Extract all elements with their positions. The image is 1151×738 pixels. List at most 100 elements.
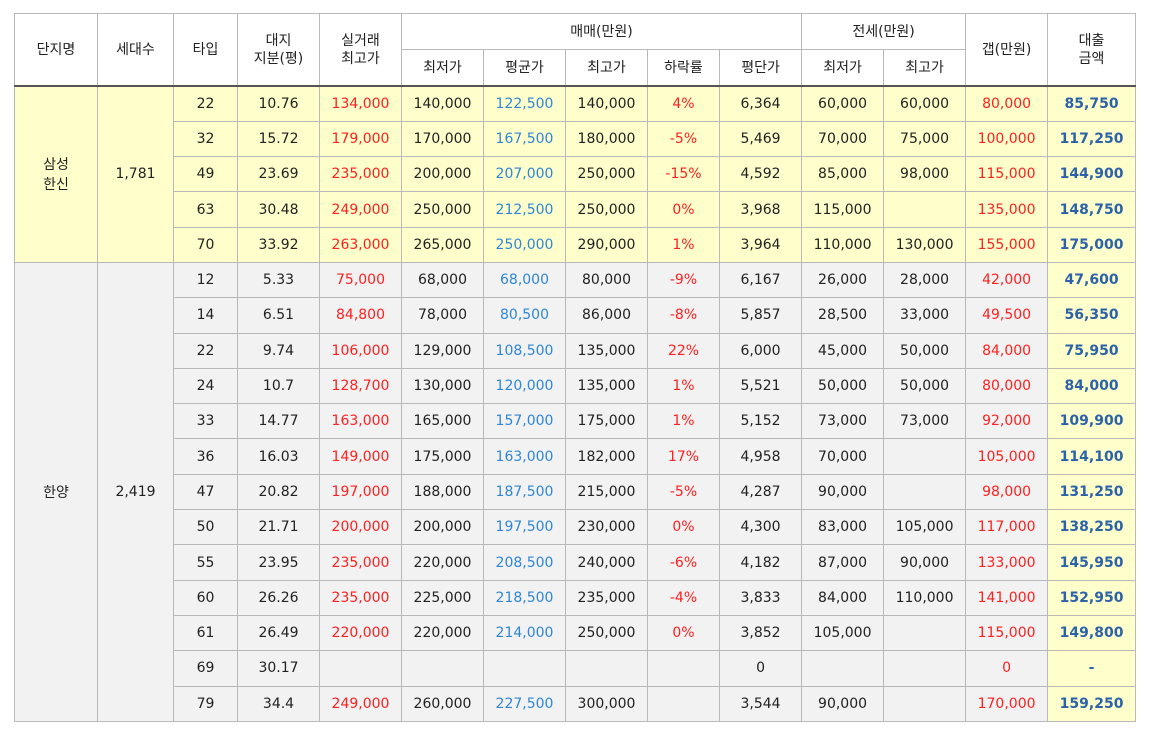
gap-cell: 115,000 <box>965 156 1049 193</box>
sale-avg-cell <box>483 650 566 687</box>
loan-cell: 109,900 <box>1047 403 1137 440</box>
land-share-cell: 15.72 <box>237 120 320 158</box>
apartment-price-table: 단지명 세대수 타입 대지 지분(평) 실거래 최고가 매매(만원) 전세(만원) … <box>14 13 1137 722</box>
type-cell: 70 <box>173 226 238 263</box>
sale-min-cell: 129,000 <box>401 332 484 369</box>
header-jeonse-max: 최고가 <box>883 49 967 87</box>
loan-cell: 152,950 <box>1047 579 1137 616</box>
actual-max-cell: 249,000 <box>319 191 402 228</box>
table-row: 69 30.17 0 0- <box>15 650 1137 687</box>
gap-cell: 133,000 <box>965 544 1049 581</box>
loan-cell: 144,900 <box>1047 156 1137 193</box>
jeonse-max-cell: 60,000 <box>883 85 967 122</box>
sale-max-cell: 290,000 <box>565 226 648 263</box>
households-cell: 1,781 <box>97 85 174 263</box>
jeonse-min-cell: 50,000 <box>801 367 885 405</box>
land-share-cell: 10.7 <box>237 367 320 405</box>
sale-avg-cell: 208,500 <box>483 544 566 581</box>
per-pyeong-cell: 6,364 <box>718 85 803 122</box>
type-cell: 12 <box>173 261 238 299</box>
actual-max-cell: 220,000 <box>319 614 402 652</box>
actual-max-cell <box>319 650 402 687</box>
actual-max-cell: 249,000 <box>319 685 402 722</box>
loan-cell: 47,600 <box>1047 261 1137 299</box>
complex-name-cell: 삼성 한신 <box>14 85 98 263</box>
actual-max-cell: 128,700 <box>319 367 402 405</box>
gap-cell: 92,000 <box>965 403 1049 440</box>
land-share-cell: 5.33 <box>237 261 320 299</box>
jeonse-max-cell: 33,000 <box>883 297 967 334</box>
per-pyeong-cell: 4,182 <box>718 544 803 581</box>
gap-cell: 141,000 <box>965 579 1049 616</box>
header-gap: 갭(만원) <box>965 13 1049 87</box>
drop-rate-cell <box>647 685 720 722</box>
actual-max-cell: 163,000 <box>319 403 402 440</box>
land-share-cell: 26.49 <box>237 614 320 652</box>
jeonse-min-cell: 26,000 <box>801 261 885 299</box>
jeonse-max-cell: 75,000 <box>883 120 967 158</box>
sale-min-cell: 200,000 <box>401 156 484 193</box>
table-row: 24 10.7 128,700 130,000 120,000 135,000 1% 5,52… <box>15 367 1137 405</box>
sale-max-cell: 175,000 <box>565 403 648 440</box>
header-households: 세대수 <box>97 13 174 87</box>
sale-avg-cell: 218,500 <box>483 579 566 616</box>
header-sale-min: 최저가 <box>401 49 484 87</box>
sale-min-cell: 78,000 <box>401 297 484 334</box>
loan-cell: 117,250 <box>1047 120 1137 158</box>
header-jeonse-group: 전세(만원) <box>801 13 967 50</box>
per-pyeong-cell: 3,968 <box>718 191 803 228</box>
gap-cell: 80,000 <box>965 367 1049 405</box>
land-share-cell: 10.76 <box>237 85 320 122</box>
sale-min-cell: 68,000 <box>401 261 484 299</box>
land-share-cell: 23.95 <box>237 544 320 581</box>
jeonse-min-cell: 105,000 <box>801 614 885 652</box>
sale-min-cell: 175,000 <box>401 438 484 475</box>
actual-max-cell: 235,000 <box>319 156 402 193</box>
per-pyeong-cell: 5,152 <box>718 403 803 440</box>
complex-name-l1: 삼성 <box>43 157 69 174</box>
gap-cell: 42,000 <box>965 261 1049 299</box>
loan-cell: 149,800 <box>1047 614 1137 652</box>
header-land-share-l2: 지분(평) <box>253 50 304 67</box>
type-cell: 60 <box>173 579 238 616</box>
land-share-cell: 16.03 <box>237 438 320 475</box>
sale-min-cell: 250,000 <box>401 191 484 228</box>
header-sale-avg: 평균가 <box>483 49 566 87</box>
header-type: 타입 <box>173 13 238 87</box>
land-share-cell: 6.51 <box>237 297 320 334</box>
actual-max-cell: 179,000 <box>319 120 402 158</box>
table-row: 36 16.03 149,000 175,000 163,000 182,000 17% 4,… <box>15 438 1137 475</box>
loan-cell: 85,750 <box>1047 85 1137 122</box>
drop-rate-cell: 22% <box>647 332 720 369</box>
table-row: 33 14.77 163,000 165,000 157,000 175,000 1% 5,1… <box>15 403 1137 440</box>
drop-rate-cell: 4% <box>647 85 720 122</box>
table-row: 60 26.26 235,000 225,000 218,500 235,000 -4% 3,… <box>15 579 1137 616</box>
gap-cell: 49,500 <box>965 297 1049 334</box>
sale-max-cell: 250,000 <box>565 156 648 193</box>
actual-max-cell: 235,000 <box>319 579 402 616</box>
drop-rate-cell: 17% <box>647 438 720 475</box>
loan-cell: 148,750 <box>1047 191 1137 228</box>
loan-cell: 75,950 <box>1047 332 1137 369</box>
header-actual-max: 실거래 최고가 <box>319 13 402 87</box>
type-cell: 32 <box>173 120 238 158</box>
gap-cell: 170,000 <box>965 685 1049 722</box>
sale-max-cell: 86,000 <box>565 297 648 334</box>
jeonse-max-cell: 110,000 <box>883 579 967 616</box>
table-row: 55 23.95 235,000 220,000 208,500 240,000 -6% 4,… <box>15 544 1137 581</box>
actual-max-cell: 106,000 <box>319 332 402 369</box>
per-pyeong-cell: 3,852 <box>718 614 803 652</box>
land-share-cell: 14.77 <box>237 403 320 440</box>
table-row: 50 21.71 200,000 200,000 197,500 230,000 0% 4,3… <box>15 509 1137 546</box>
loan-cell: 84,000 <box>1047 367 1137 405</box>
jeonse-max-cell: 28,000 <box>883 261 967 299</box>
sale-avg-cell: 214,000 <box>483 614 566 652</box>
header-actual-l1: 실거래 <box>341 32 380 49</box>
sale-max-cell: 140,000 <box>565 85 648 122</box>
sale-min-cell: 200,000 <box>401 509 484 546</box>
type-cell: 55 <box>173 544 238 581</box>
gap-cell: 155,000 <box>965 226 1049 263</box>
sale-max-cell: 250,000 <box>565 614 648 652</box>
jeonse-min-cell: 70,000 <box>801 438 885 475</box>
sale-max-cell: 180,000 <box>565 120 648 158</box>
